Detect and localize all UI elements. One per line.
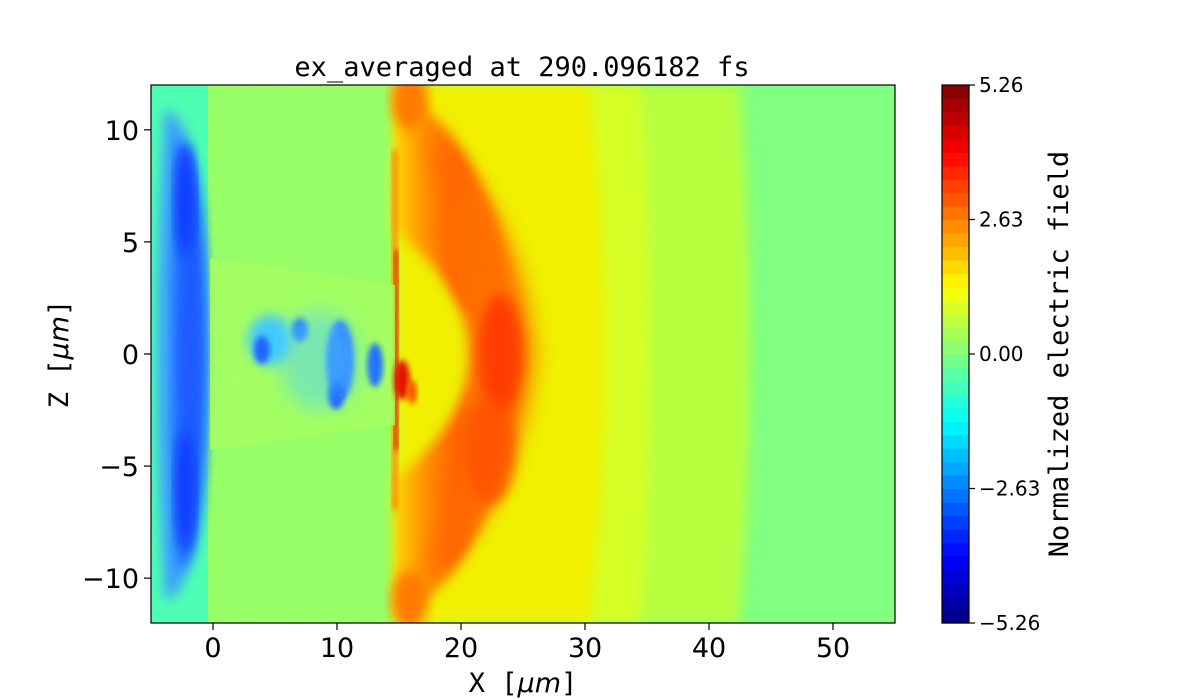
x-axis: 0 10 20 30 40 50 [204, 623, 850, 664]
y-tick-label: −10 [82, 564, 139, 595]
colorbar-level [942, 354, 969, 369]
colorbar-level [942, 300, 969, 315]
colorbar-level [942, 609, 969, 624]
colorbar-tick-label: 2.63 [979, 208, 1024, 232]
colorbar-level [942, 192, 969, 207]
chart-title: ex_averaged at 290.096182 fs [294, 52, 749, 83]
colorbar-level [942, 152, 969, 167]
colorbar-level [942, 165, 969, 180]
colorbar-level [942, 501, 969, 516]
colorbar-level [942, 461, 969, 476]
x-axis-label: X [μm] [469, 668, 578, 699]
y-tick-label: 0 [122, 340, 139, 371]
colorbar-level [942, 515, 969, 530]
heatmap-field [151, 85, 895, 623]
y-axis-label: Z [μm] [44, 300, 75, 409]
colorbar-level [942, 596, 969, 611]
x-tick-label: 0 [204, 633, 221, 664]
colorbar-level [942, 246, 969, 261]
colorbar-level [942, 179, 969, 194]
colorbar-level [942, 286, 969, 301]
y-tick-label: 10 [105, 116, 139, 147]
colorbar-level [942, 273, 969, 288]
colorbar-level [942, 125, 969, 140]
x-tick-label: 20 [444, 633, 478, 664]
colorbar-tick-label: 0.00 [979, 342, 1024, 366]
colorbar: 5.26 2.63 0.00 −2.63 −5.26 [941, 73, 1040, 635]
colorbar-level [942, 488, 969, 503]
colorbar-level [942, 138, 969, 153]
y-tick-label: 5 [122, 228, 139, 259]
colorbar-level [942, 542, 969, 557]
x-tick-label: 50 [816, 633, 850, 664]
y-axis: 10 5 0 −5 −10 [82, 116, 151, 595]
y-tick-label: −5 [99, 452, 139, 483]
colorbar-level [942, 569, 969, 584]
colorbar-level [942, 380, 969, 395]
colorbar-level [942, 367, 969, 382]
x-tick-label: 40 [692, 633, 726, 664]
colorbar-level [942, 98, 969, 113]
colorbar-level [942, 448, 969, 463]
x-tick-label: 10 [320, 633, 354, 664]
colorbar-level [942, 475, 969, 490]
colorbar-level [942, 259, 969, 274]
colorbar-level [942, 206, 969, 221]
colorbar-level [942, 111, 969, 126]
colorbar-tick-label: −2.63 [979, 477, 1040, 501]
colorbar-level [942, 528, 969, 543]
colorbar-tick-label: 5.26 [979, 73, 1024, 97]
colorbar-level [942, 555, 969, 570]
colorbar-level [942, 327, 969, 342]
colorbar-level [942, 219, 969, 234]
colorbar-label: Normalized electric field [1044, 151, 1075, 557]
colorbar-level [942, 582, 969, 597]
colorbar-level [942, 407, 969, 422]
colorbar-level [942, 394, 969, 409]
colorbar-level [942, 232, 969, 247]
colorbar-level [942, 434, 969, 449]
colorbar-level [942, 340, 969, 355]
colorbar-level [942, 85, 969, 100]
colorbar-level [942, 313, 969, 328]
x-tick-label: 30 [568, 633, 602, 664]
colorbar-level [942, 421, 969, 436]
colorbar-tick-label: −5.26 [979, 611, 1040, 635]
